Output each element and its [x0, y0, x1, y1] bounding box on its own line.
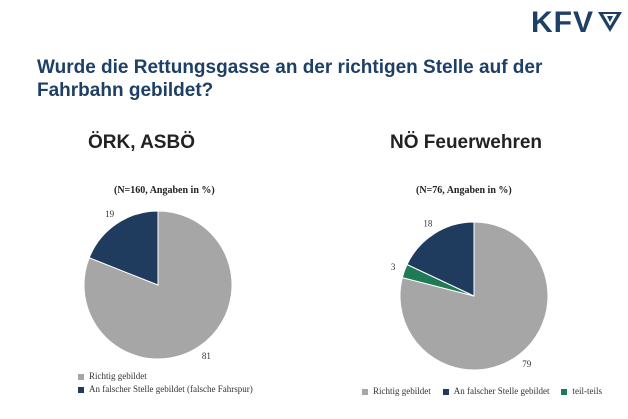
legend-item: Richtig gebildet	[78, 370, 253, 383]
chart2-legend: Richtig gebildet An falscher Stelle gebi…	[362, 385, 614, 398]
data-label: 79	[522, 359, 532, 369]
legend-label: An falscher Stelle gebildet	[453, 386, 550, 396]
legend-item: Richtig gebildet	[362, 385, 431, 398]
legend-swatch	[78, 386, 84, 393]
eagle-icon	[598, 12, 622, 32]
chart1-subtitle: (N=160, Angaben in %)	[114, 185, 215, 196]
legend-swatch	[362, 388, 368, 395]
legend-swatch	[561, 388, 568, 395]
survey-question: Wurde die Rettungsgasse an der richtigen…	[37, 57, 543, 101]
legend-swatch	[442, 388, 449, 395]
logo-text: KFV	[531, 6, 594, 39]
chart2-pie: 79 3 18	[391, 218, 549, 371]
data-label: 19	[105, 209, 115, 219]
data-label: 3	[391, 262, 396, 272]
legend-label: An falscher Stelle gebildet (falsche Fah…	[89, 384, 253, 394]
chart1-legend: Richtig gebildet An falscher Stelle gebi…	[78, 370, 253, 396]
legend-item: An falscher Stelle gebildet	[442, 385, 550, 398]
legend-label: Richtig gebildet	[373, 386, 431, 396]
legend-label: Richtig gebildet	[89, 371, 147, 381]
pie-slice	[83, 210, 233, 360]
data-label: 81	[202, 351, 211, 361]
kfv-logo: KFV	[531, 6, 623, 40]
legend-label: teil-teils	[572, 386, 602, 396]
pie-slice	[88, 210, 159, 286]
legend-item: An falscher Stelle gebildet (falsche Fah…	[78, 383, 253, 396]
chart2-title: NÖ Feuerwehren	[390, 132, 543, 153]
data-label: 18	[423, 218, 433, 228]
chart1-pie: 81 19	[83, 209, 233, 361]
chart1-title: ÖRK, ASBÖ	[88, 132, 195, 153]
legend-swatch	[78, 373, 84, 380]
chart2-subtitle: (N=76, Angaben in %)	[416, 185, 512, 196]
pie-slice	[406, 221, 475, 297]
legend-item: teil-teils	[561, 385, 602, 398]
